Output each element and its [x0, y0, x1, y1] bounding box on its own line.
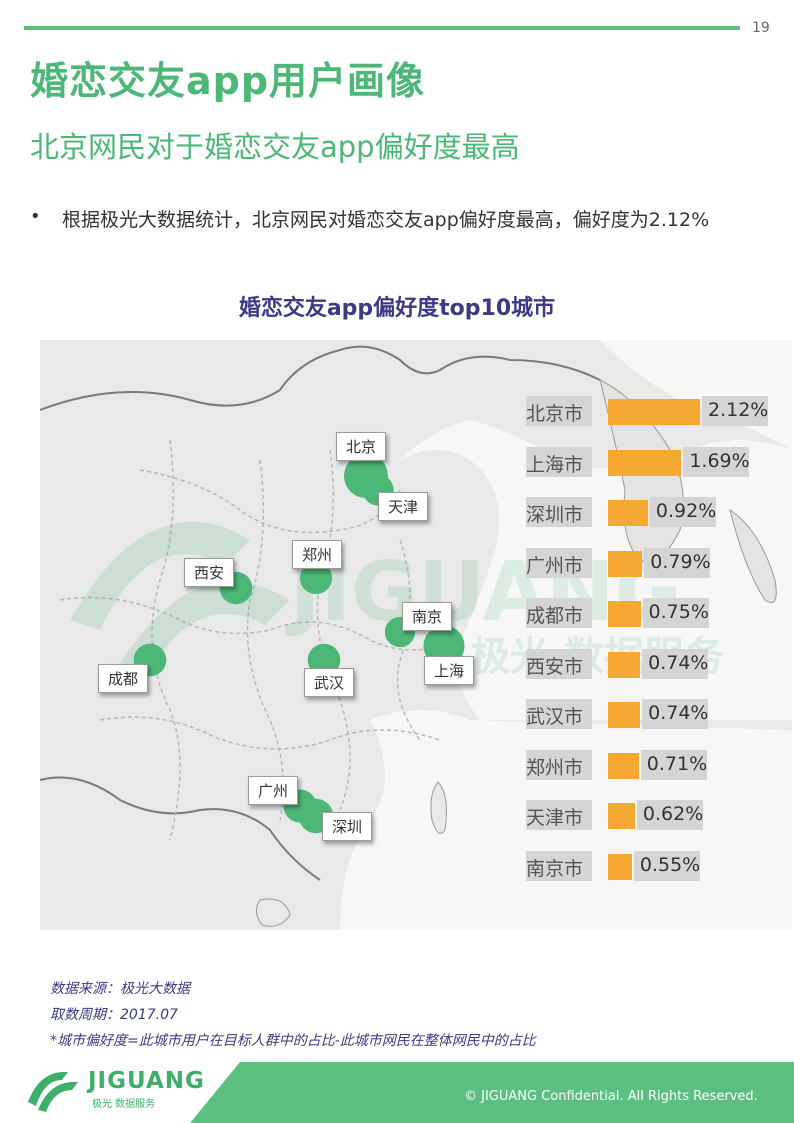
category-label-bg: [526, 446, 592, 477]
value-label-bg: [644, 547, 711, 578]
border-line: [40, 776, 321, 881]
china-map: JIGUANG 极光 数据服务 北京 天津 西安 郑州 南京 成都 武汉 上海 …: [40, 340, 792, 930]
bullet-text: 根据极光大数据统计，北京网民对婚恋交友app偏好度最高，偏好度为2.12%: [62, 209, 710, 231]
value-label: 0.92%: [655, 500, 717, 522]
notes: 数据来源：极光大数据 取数周期：2017.07 *城市偏好度=此城市用户在目标人…: [50, 976, 536, 1054]
jiguang-logo-icon: [28, 1071, 78, 1112]
category-label: 广州市: [526, 554, 584, 577]
category-label-bg: [526, 598, 592, 628]
chart-title: 婚恋交友app偏好度top10城市: [238, 296, 556, 321]
copyright: © JIGUANG Confidential. All Rights Reser…: [464, 1089, 758, 1104]
island: [256, 898, 291, 927]
map-label-guangzhou: 广州: [248, 776, 299, 805]
bar: [608, 702, 641, 728]
logo-subtext: 极光 数据服务: [92, 1099, 156, 1110]
border-line: [246, 459, 285, 821]
value-label: 2.12%: [708, 399, 769, 421]
map-label-tianjin: 天津: [378, 492, 429, 521]
map-label-chengdu: 成都: [98, 664, 149, 693]
value-label: 0.79%: [650, 550, 711, 573]
island: [729, 508, 777, 603]
value-label-bg: [649, 497, 716, 527]
bullet-icon: •: [30, 206, 41, 227]
data-source: 数据来源：极光大数据: [50, 981, 190, 997]
map-label-wuhan: 武汉: [304, 668, 355, 697]
value-label-bg: [640, 749, 707, 780]
category-label: 西安市: [526, 655, 584, 678]
data-period: 取数周期：2017.07: [50, 1007, 178, 1023]
bar: [608, 449, 682, 476]
bar: [608, 651, 641, 678]
page-number: 19: [752, 20, 770, 36]
value-label: 1.69%: [689, 449, 750, 472]
bar: [608, 500, 648, 526]
value-label-bg: [642, 699, 709, 729]
value-label: 0.75%: [648, 601, 709, 623]
value-label: 0.62%: [642, 803, 704, 825]
category-label-bg: [526, 699, 592, 729]
value-label: 0.55%: [639, 853, 701, 876]
value-label-bg: [642, 648, 709, 679]
value-label: 0.71%: [646, 752, 708, 775]
border-line: [40, 345, 601, 411]
category-label-bg: [526, 648, 592, 679]
category-label: 天津市: [526, 807, 584, 829]
map-label-shenzhen: 深圳: [322, 812, 373, 841]
bar: [608, 399, 700, 425]
map-background: JIGUANG 极光 数据服务: [40, 340, 792, 930]
bar: [608, 853, 632, 880]
sea-area: [400, 420, 792, 720]
logo-text: JIGUANG: [88, 1068, 205, 1094]
top-rule: [24, 26, 740, 30]
value-label: 0.74%: [648, 702, 709, 724]
map-label-xian: 西安: [184, 558, 235, 587]
category-label-bg: [526, 396, 592, 426]
bar: [608, 550, 643, 577]
category-label: 南京市: [526, 857, 584, 880]
category-label: 成都市: [526, 605, 584, 627]
metric-definition: *城市偏好度=此城市用户在目标人群中的占比-此城市网民在整体网民中的占比: [50, 1033, 536, 1049]
border-line: [316, 449, 351, 811]
watermark-logo-icon: [70, 522, 290, 690]
category-label-bg: [526, 497, 592, 527]
category-label-bg: [526, 547, 592, 578]
footer-band: [190, 1062, 794, 1123]
value-label-bg: [636, 800, 703, 830]
category-label-bg: [526, 800, 592, 830]
bar: [608, 601, 641, 627]
value-label-bg: [683, 446, 750, 477]
category-label: 北京市: [526, 403, 584, 425]
category-label-bg: [526, 850, 592, 881]
border-line: [139, 469, 401, 534]
category-label: 武汉市: [526, 706, 584, 728]
value-label-bg: [633, 850, 700, 881]
bar: [608, 752, 639, 779]
city-bubble: [299, 561, 333, 595]
border-line: [99, 716, 441, 750]
border-line: [396, 539, 421, 741]
map-label-zhengzhou: 郑州: [292, 540, 343, 569]
map-label-shanghai: 上海: [424, 656, 475, 685]
category-label: 郑州市: [526, 756, 584, 779]
value-label: 0.74%: [648, 651, 709, 674]
value-label-bg: [642, 598, 709, 628]
island: [430, 781, 447, 834]
bar: [608, 803, 635, 829]
page-subtitle: 北京网民对于婚恋交友app偏好度最高: [30, 130, 520, 164]
map-label-beijing: 北京: [336, 432, 387, 461]
category-label: 深圳市: [526, 504, 584, 526]
category-label: 上海市: [526, 453, 584, 476]
category-label-bg: [526, 749, 592, 780]
value-label-bg: [702, 396, 768, 426]
page-title: 婚恋交友app用户画像: [30, 59, 426, 103]
map-label-nanjing: 南京: [402, 602, 453, 631]
